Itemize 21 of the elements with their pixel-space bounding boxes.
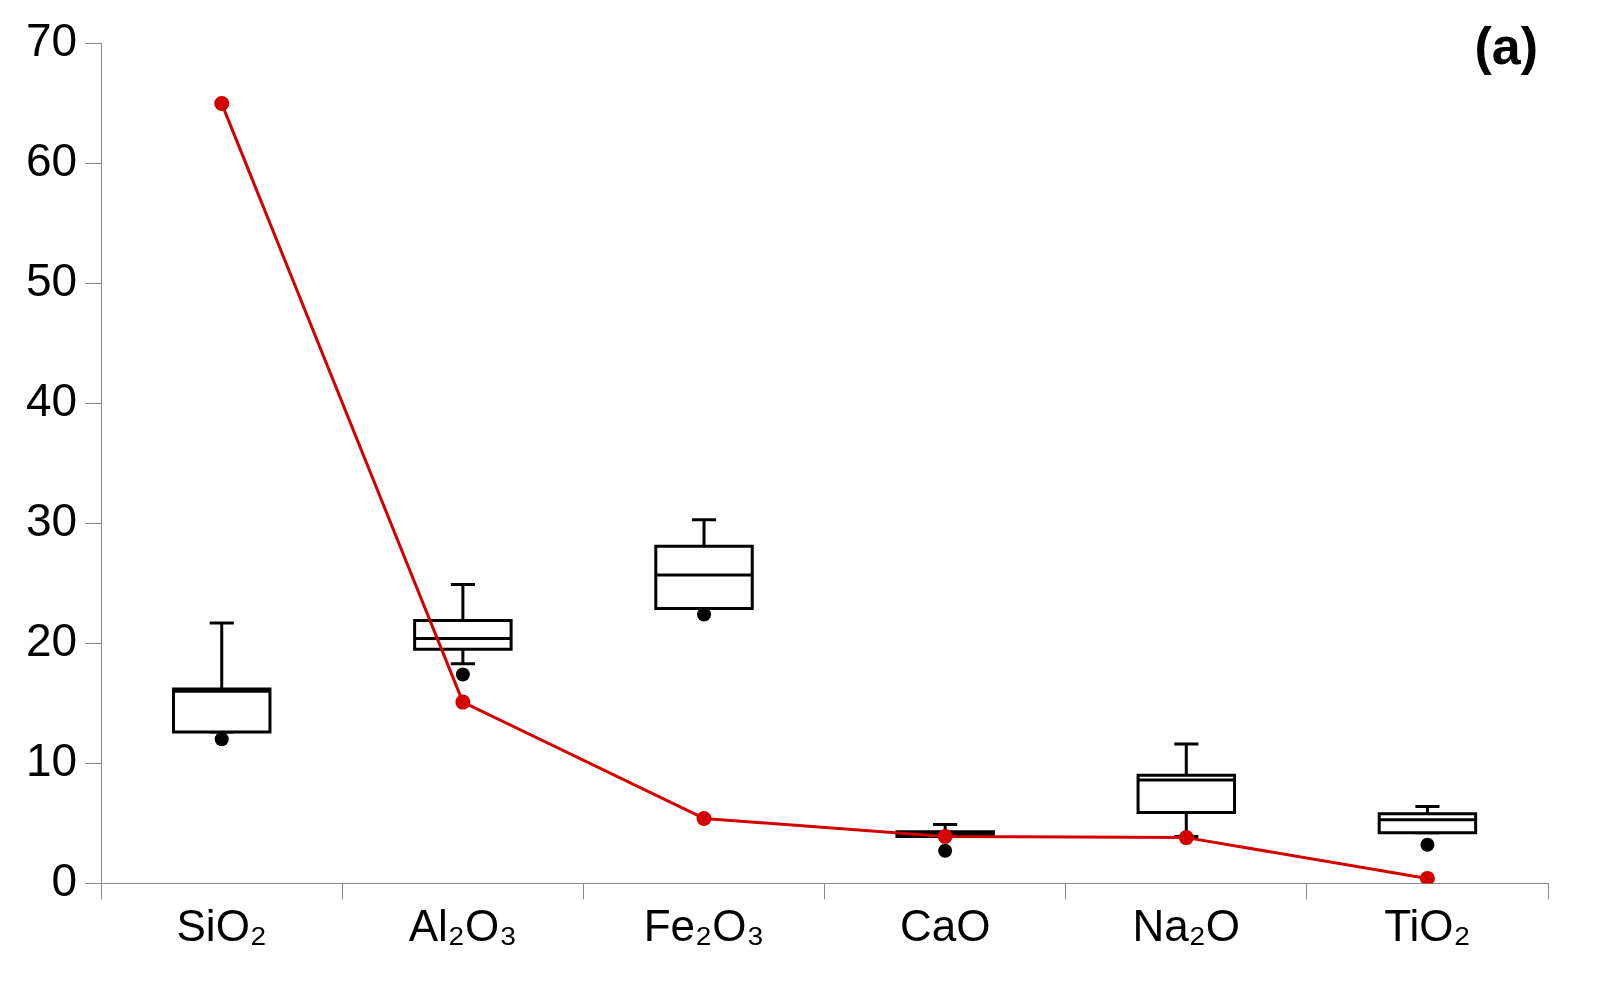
y-tick-label: 30 [25, 494, 78, 547]
x-tick-label: Fe₂O₃ [643, 900, 765, 950]
y-tick-label: 60 [25, 134, 78, 187]
x-tick-label: SiO₂ [176, 900, 267, 950]
y-tick-label: 50 [25, 254, 78, 307]
x-tick-label: Al₂O₃ [408, 900, 518, 950]
x-tick-label: TiO₂ [1384, 900, 1471, 950]
point [937, 828, 953, 844]
y-tick-label: 10 [25, 733, 78, 786]
x-tick-label: Na₂O [1132, 900, 1241, 950]
y-tick-label: 20 [25, 614, 78, 666]
y-tick-label: 0 [51, 853, 78, 906]
point [455, 694, 471, 710]
annotation: (a) [1474, 16, 1538, 75]
point [214, 96, 230, 112]
point [1178, 830, 1194, 846]
x-tick-label: CaO [899, 900, 991, 950]
point [1419, 870, 1435, 884]
point [696, 810, 712, 826]
y-tick-label: 40 [25, 374, 78, 427]
y-tick-label: 70 [25, 14, 78, 67]
